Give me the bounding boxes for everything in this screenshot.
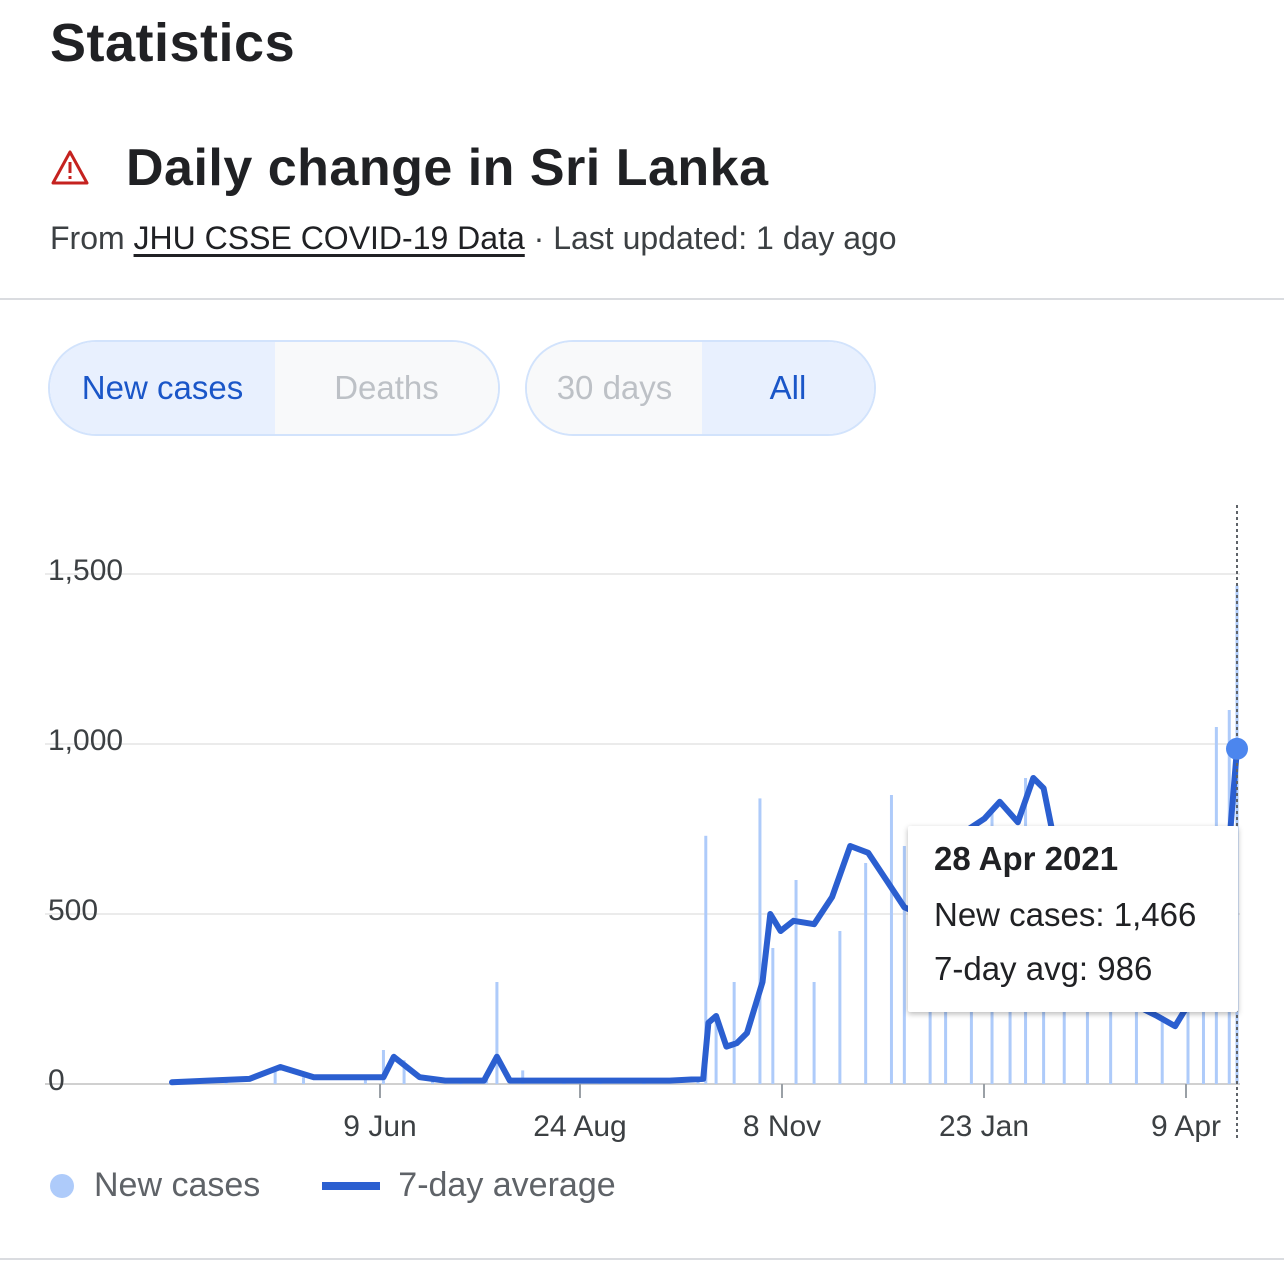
y-tick-label: 1,000 bbox=[48, 724, 123, 757]
last-updated: · Last updated: 1 day ago bbox=[533, 220, 897, 256]
x-tick-label: 9 Jun bbox=[343, 1110, 416, 1143]
new-cases-tab[interactable]: New cases bbox=[50, 342, 275, 434]
hover-marker bbox=[1226, 737, 1248, 760]
new-cases-bar bbox=[302, 1077, 306, 1084]
source-link[interactable]: JHU CSSE COVID-19 Data bbox=[133, 220, 525, 256]
new-cases-bar bbox=[1186, 982, 1190, 1084]
new-cases-bar bbox=[864, 863, 868, 1084]
new-cases-bar bbox=[381, 1050, 385, 1084]
y-tick-label: 1,500 bbox=[48, 554, 123, 587]
chart-tooltip: 28 Apr 2021 New cases: 1,466 7-day avg: … bbox=[908, 826, 1238, 1012]
x-tick-label: 9 Apr bbox=[1151, 1110, 1221, 1143]
x-tick-label: 24 Aug bbox=[533, 1110, 626, 1143]
new-cases-bar bbox=[521, 1070, 525, 1084]
title-row: Daily change in Sri Lanka bbox=[50, 138, 769, 198]
page-heading: Statistics bbox=[50, 13, 296, 73]
chart-title: Daily change in Sri Lanka bbox=[126, 139, 769, 197]
range-toggle: 30 days All bbox=[525, 340, 876, 436]
source-prefix: From bbox=[50, 220, 125, 256]
new-cases-bar bbox=[1160, 1016, 1164, 1084]
new-cases-bar bbox=[838, 931, 842, 1084]
tooltip-date: 28 Apr 2021 bbox=[934, 840, 1119, 877]
y-tick-label: 0 bbox=[48, 1064, 65, 1097]
y-tick-label: 500 bbox=[48, 894, 98, 927]
deaths-tab[interactable]: Deaths bbox=[275, 342, 498, 434]
x-tick-label: 8 Nov bbox=[743, 1110, 821, 1143]
new-cases-bar bbox=[363, 1078, 367, 1084]
new-cases-bar bbox=[812, 982, 816, 1084]
new-cases-bar bbox=[714, 1016, 718, 1084]
warning-icon bbox=[51, 150, 89, 185]
new-cases-legend-dot bbox=[50, 1173, 74, 1198]
new-cases-bar bbox=[1109, 999, 1113, 1084]
legend-new-cases: New cases bbox=[94, 1166, 261, 1204]
new-cases-bar bbox=[704, 835, 708, 1084]
new-cases-bar bbox=[1085, 965, 1089, 1084]
source-line: From JHU CSSE COVID-19 Data · Last updat… bbox=[50, 220, 897, 257]
new-cases-bar bbox=[758, 798, 762, 1084]
new-cases-bar bbox=[495, 982, 499, 1084]
new-cases-bar bbox=[732, 982, 736, 1084]
avg-legend-line bbox=[322, 1181, 381, 1190]
tooltip-new-cases: New cases: 1,466 bbox=[934, 896, 1197, 933]
new-cases-bar bbox=[1201, 965, 1205, 1084]
bottom-divider bbox=[0, 1258, 1284, 1260]
legend-avg: 7-day average bbox=[398, 1166, 616, 1204]
x-tick-label: 23 Jan bbox=[939, 1110, 1029, 1143]
all-tab[interactable]: All bbox=[702, 342, 874, 434]
new-cases-bar bbox=[273, 1070, 277, 1084]
new-cases-bar bbox=[1134, 982, 1138, 1084]
new-cases-bar bbox=[794, 880, 798, 1084]
top-divider bbox=[0, 298, 1284, 300]
new-cases-bar bbox=[696, 1080, 700, 1084]
30-days-tab[interactable]: 30 days bbox=[527, 342, 702, 434]
new-cases-bar bbox=[902, 846, 906, 1084]
tooltip-avg: 7-day avg: 986 bbox=[934, 950, 1153, 987]
chart-legend: New cases 7-day average bbox=[50, 1166, 616, 1205]
metric-toggle: New cases Deaths bbox=[48, 340, 500, 436]
cases-chart[interactable]: 0 500 1,000 1,500 9 Jun 24 Aug 8 Nov 23 Jan 9 Ap… bbox=[0, 490, 1284, 1160]
new-cases-bar bbox=[402, 1060, 406, 1084]
new-cases-bar bbox=[771, 948, 775, 1084]
new-cases-bar bbox=[1062, 948, 1066, 1084]
new-cases-bar bbox=[889, 795, 893, 1084]
